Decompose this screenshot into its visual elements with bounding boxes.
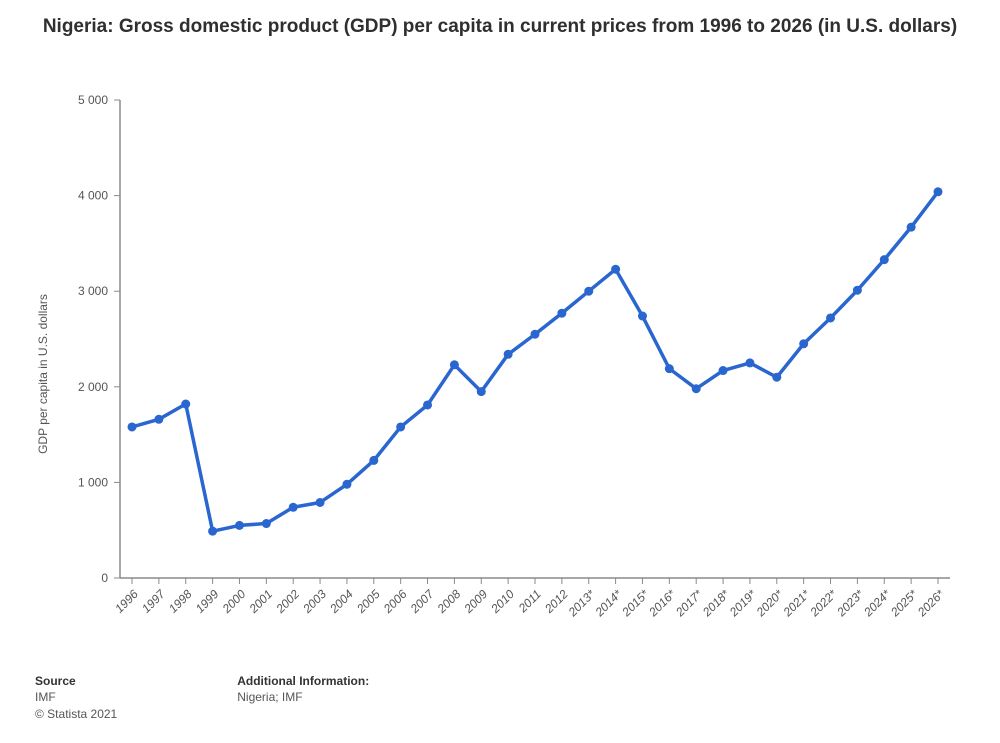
data-marker <box>880 255 889 264</box>
data-marker <box>557 309 566 318</box>
x-tick-label: 2019* <box>726 587 759 620</box>
x-tick-label: 2006 <box>380 587 410 617</box>
x-tick-label: 2022* <box>807 587 840 620</box>
data-marker <box>745 358 754 367</box>
x-tick-label: 2009 <box>461 587 491 617</box>
x-tick-label: 2021* <box>780 587 813 620</box>
data-marker <box>611 265 620 274</box>
data-marker <box>692 384 701 393</box>
data-marker <box>342 480 351 489</box>
x-tick-label: 2025* <box>887 587 920 620</box>
x-tick-label: 2008 <box>434 587 464 617</box>
x-tick-label: 2007 <box>407 586 437 616</box>
data-marker <box>665 364 674 373</box>
x-tick-label: 2002 <box>273 587 303 617</box>
x-tick-label: 2011 <box>515 587 544 616</box>
data-marker <box>396 422 405 431</box>
data-marker <box>128 422 137 431</box>
line-chart-svg: 0 1 000 2 000 3 000 4 000 5 000 19961997199819… <box>35 90 965 658</box>
x-tick-label: 2005 <box>353 587 383 617</box>
data-marker <box>181 400 190 409</box>
data-marker <box>208 527 217 536</box>
source-text: IMF <box>35 689 117 706</box>
x-tick-label: 2004 <box>326 587 356 617</box>
x-tick-label: 2024* <box>860 587 893 620</box>
data-marker <box>584 287 593 296</box>
y-tick-label: 5 000 <box>78 93 108 107</box>
x-tick-label: 2012 <box>541 587 571 617</box>
chart-area: GDP per capita in U.S. dollars 01 0002 0… <box>35 90 965 658</box>
data-marker <box>235 521 244 530</box>
data-marker <box>531 330 540 339</box>
copyright-text: © Statista 2021 <box>35 706 117 723</box>
chart-footer: Source IMF © Statista 2021 Additional In… <box>35 673 965 723</box>
x-tick-label: 1996 <box>112 587 141 616</box>
data-marker <box>316 498 325 507</box>
x-tick-label: 2015* <box>619 587 652 620</box>
data-marker <box>772 373 781 382</box>
additional-info-text: Nigeria; IMF <box>237 689 369 706</box>
x-tick-label: 2010 <box>488 587 518 617</box>
data-marker <box>450 360 459 369</box>
x-tick-label: 2023* <box>834 587 867 620</box>
chart-container: Nigeria: Gross domestic product (GDP) pe… <box>0 0 1000 743</box>
x-tick-label: 2001 <box>246 587 275 616</box>
y-tick-label: 2 000 <box>78 380 108 394</box>
x-tick-label: 2020* <box>753 587 786 620</box>
data-marker <box>477 387 486 396</box>
data-marker <box>907 223 916 232</box>
additional-info-heading: Additional Information: <box>237 673 369 690</box>
data-marker <box>638 312 647 321</box>
x-tick-label: 2026* <box>914 587 947 620</box>
data-marker <box>719 366 728 375</box>
x-tick-label: 2018* <box>699 587 732 620</box>
data-marker <box>154 415 163 424</box>
x-tick-label: 2013* <box>565 587 598 620</box>
additional-info-block: Additional Information: Nigeria; IMF <box>237 673 369 723</box>
source-block: Source IMF © Statista 2021 <box>35 673 117 723</box>
data-marker <box>853 286 862 295</box>
data-marker <box>423 400 432 409</box>
plot-area: 0 1 000 2 000 3 000 4 000 5 000 19961997199819… <box>35 90 965 658</box>
x-tick-label: 2016* <box>645 587 678 620</box>
data-marker <box>826 313 835 322</box>
y-tick-label: 4 000 <box>78 189 108 203</box>
data-marker <box>504 350 513 359</box>
x-tick-label: 2014* <box>592 587 625 620</box>
y-tick-label: 1 000 <box>78 475 108 489</box>
source-heading: Source <box>35 673 117 690</box>
data-marker <box>289 503 298 512</box>
data-line <box>132 192 938 531</box>
data-marker <box>262 519 271 528</box>
x-tick-label: 2000 <box>219 587 249 617</box>
x-tick-label: 1997 <box>139 586 169 616</box>
x-tick-label: 2003 <box>299 587 329 617</box>
data-marker <box>934 187 943 196</box>
chart-title: Nigeria: Gross domestic product (GDP) pe… <box>0 14 1000 40</box>
x-tick-label: 2017* <box>672 587 705 620</box>
y-tick-label: 0 <box>101 571 108 585</box>
data-marker <box>799 339 808 348</box>
x-tick-label: 1999 <box>193 587 222 616</box>
y-tick-label: 3 000 <box>78 284 108 298</box>
data-marker <box>369 456 378 465</box>
x-tick-label: 1998 <box>166 587 195 616</box>
